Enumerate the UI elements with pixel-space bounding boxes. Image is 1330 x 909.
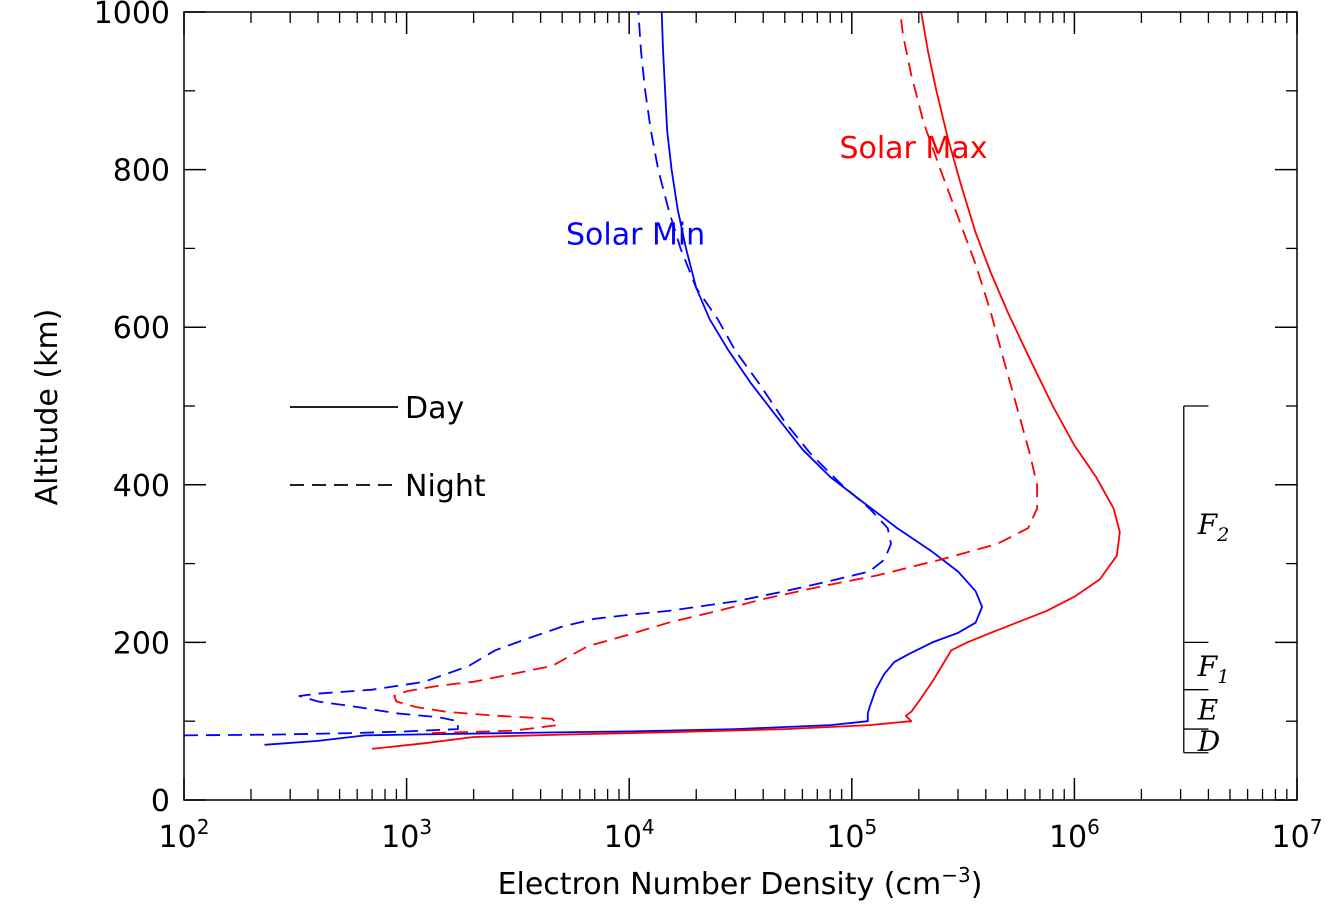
x-tick-label-base: 10: [604, 820, 642, 855]
layer-label-3: D: [1197, 725, 1220, 758]
x-tick-label-exp: 4: [642, 815, 655, 839]
x-tick-label-3: 105: [826, 815, 877, 855]
y-tick-label-1: 200: [113, 626, 170, 661]
x-axis-title-sup: −3: [941, 863, 970, 887]
y-tick-label-4: 800: [113, 154, 170, 189]
legend: Day Night: [290, 391, 486, 504]
x-tick-label-4: 106: [1049, 815, 1100, 855]
y-tick-label-0: 0: [151, 784, 170, 819]
x-tick-label-exp: 7: [1310, 815, 1323, 839]
annotation-1: Solar Max: [839, 131, 987, 166]
layer-label-1: F1: [1197, 650, 1230, 688]
series-line-0: [264, 11, 983, 746]
layer-label-name: D: [1197, 725, 1220, 758]
legend-label-day: Day: [405, 391, 464, 426]
x-tick-label-base: 10: [1049, 820, 1087, 855]
x-axis-title: Electron Number Density (cm−3): [498, 863, 983, 902]
layer-label-name: F: [1197, 650, 1219, 683]
layer-label-sub: 1: [1217, 666, 1229, 688]
series-group: [183, 11, 1121, 750]
x-tick-label-base: 10: [159, 820, 197, 855]
x-axis-title-close: ): [971, 867, 983, 902]
x-tick-label-base: 10: [1272, 820, 1310, 855]
y-tick-label-3: 600: [113, 311, 170, 346]
layer-label-name: E: [1197, 693, 1218, 726]
layer-label-sub: 2: [1216, 524, 1229, 546]
x-tick-label-1: 103: [381, 815, 432, 855]
legend-label-night: Night: [405, 469, 486, 504]
series-line-3: [393, 11, 1038, 734]
x-tick-label-5: 107: [1272, 815, 1323, 855]
series-line-2: [372, 11, 1121, 750]
x-tick-label-base: 10: [381, 820, 419, 855]
x-tick-label-0: 102: [159, 815, 210, 855]
y-tick-label-5: 1000: [94, 0, 170, 31]
x-tick-label-exp: 6: [1087, 815, 1100, 839]
x-tick-label-exp: 2: [197, 815, 210, 839]
layer-label-2: E: [1197, 693, 1218, 726]
y-axis-title: Altitude (km): [30, 309, 65, 506]
x-tick-label-exp: 3: [419, 815, 432, 839]
x-axis-title-main: Electron Number Density (cm: [498, 867, 942, 902]
layer-label-name: F: [1197, 508, 1219, 541]
x-tick-label-exp: 5: [865, 815, 878, 839]
x-tick-label-2: 104: [604, 815, 655, 855]
x-tick-label-base: 10: [826, 820, 864, 855]
annotations: Solar Min Solar Max: [566, 131, 987, 253]
y-tick-label-2: 400: [113, 469, 170, 504]
annotation-0: Solar Min: [566, 217, 705, 252]
layer-label-0: F2: [1197, 508, 1230, 546]
